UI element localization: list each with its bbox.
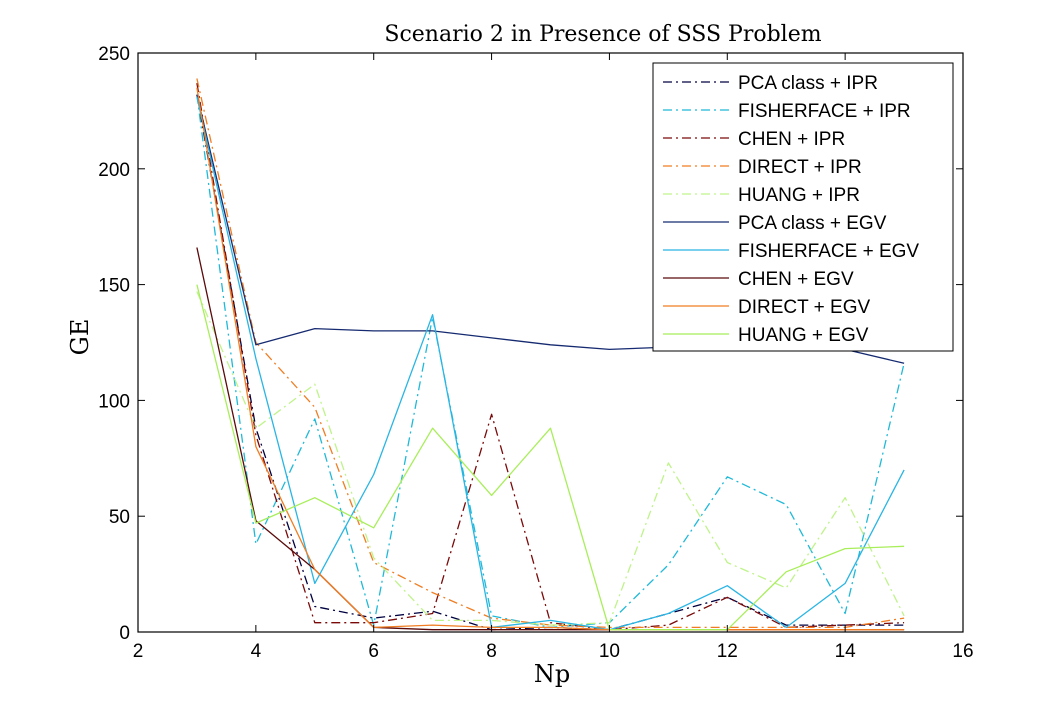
x-axis-title: Np (534, 660, 570, 688)
x-tick-label: 10 (599, 641, 620, 662)
legend-label: CHEN + IPR (738, 129, 845, 150)
legend-label: HUANG + IPR (738, 185, 860, 206)
y-tick-label: 200 (98, 160, 130, 181)
legend-label: PCA class + IPR (738, 73, 878, 94)
series-line (196, 291, 905, 626)
y-tick-label: 250 (98, 44, 130, 65)
y-tick-label: 100 (98, 391, 130, 412)
x-tick-label: 6 (368, 641, 379, 662)
legend-label: DIRECT + IPR (738, 157, 862, 178)
legend-label: PCA class + EGV (738, 213, 887, 234)
legend: PCA class + IPR FISHERFACE + IPR CHEN + IP… (652, 62, 954, 352)
series-line (196, 284, 905, 631)
x-tick-label: 14 (835, 641, 857, 662)
y-tick-label: 50 (109, 507, 130, 528)
y-axis-title: GE (66, 319, 94, 356)
series-layer (196, 78, 905, 631)
series-line (196, 82, 905, 631)
legend-label: FISHERFACE + IPR (738, 101, 911, 122)
series-line (196, 96, 905, 631)
x-tick-label: 12 (717, 641, 738, 662)
legend-label: DIRECT + EGV (738, 297, 870, 318)
x-tick-label: 8 (486, 641, 497, 662)
x-tick-label: 4 (251, 641, 262, 662)
x-tick-label: 16 (952, 641, 973, 662)
legend-label: HUANG + EGV (738, 325, 869, 346)
plot-frame (137, 52, 964, 633)
legend-box (652, 62, 954, 352)
x-axis: 2 4 6 8 10 12 14 16 (133, 53, 974, 662)
y-axis: 0 50 100 150 200 250 (98, 44, 963, 644)
x-tick-label: 2 (133, 641, 144, 662)
y-tick-label: 0 (119, 623, 130, 644)
y-tick-label: 150 (98, 276, 130, 297)
chart-title: Scenario 2 in Presence of SSS Problem (384, 22, 821, 47)
legend-label: CHEN + EGV (738, 269, 854, 290)
series-line (196, 87, 905, 631)
legend-label: FISHERFACE + EGV (738, 241, 919, 262)
